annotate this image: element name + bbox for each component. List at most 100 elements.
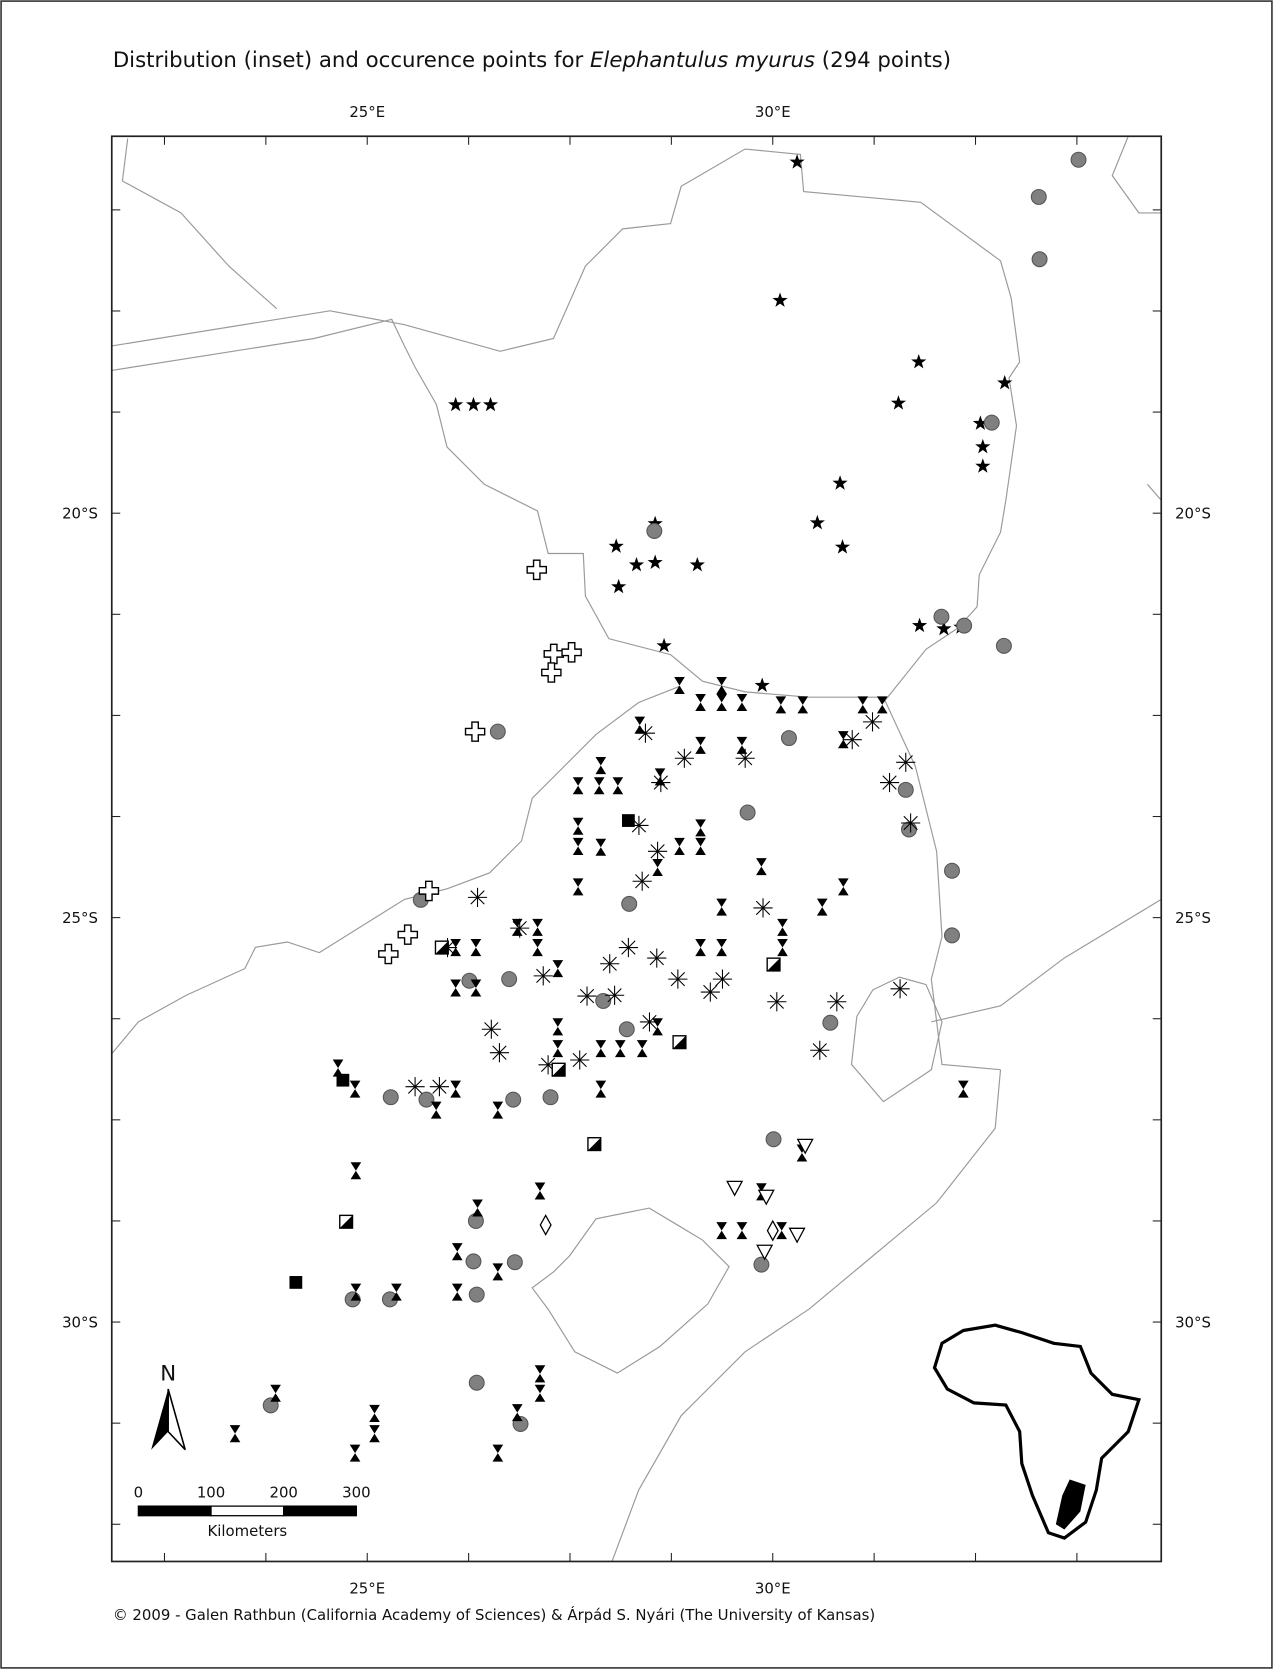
asterisk-ray (653, 775, 668, 790)
circle (542, 1089, 559, 1106)
circle (765, 1131, 782, 1148)
occurrence-point (672, 1035, 687, 1050)
circle (468, 1374, 485, 1391)
occurrence-point (600, 954, 620, 974)
hourglass (736, 693, 748, 711)
hourglass (572, 817, 584, 835)
occurrence-point (430, 1101, 442, 1119)
occurrence-point (450, 979, 461, 997)
occurrence-point (350, 1283, 362, 1301)
star (975, 438, 991, 454)
occurrence-point (739, 804, 756, 821)
occurrence-point (766, 1219, 779, 1242)
hourglass (695, 736, 706, 754)
hourglass (716, 939, 727, 957)
asterisk-ray (579, 988, 595, 1004)
occurrence-point (842, 730, 862, 750)
occurrence-point (470, 939, 482, 957)
occurrence-point (695, 693, 706, 711)
square (336, 1073, 350, 1087)
cross (561, 642, 582, 663)
occurrence-point (378, 943, 399, 965)
hourglass (349, 1444, 361, 1462)
occurrence-point (646, 523, 663, 539)
asterisk-ray (572, 1052, 587, 1068)
star (608, 538, 624, 553)
circle (822, 1014, 839, 1031)
occurrence-point (349, 1444, 361, 1462)
circle (983, 414, 1000, 431)
star (834, 539, 851, 554)
hourglass (552, 1018, 564, 1036)
asterisk-ray (845, 732, 860, 747)
occurrence-point (975, 458, 991, 473)
hourglass (716, 693, 727, 711)
circle (595, 992, 612, 1009)
occurrence-point (587, 1137, 602, 1152)
occurrence-point (434, 940, 449, 955)
border-line (111, 148, 1021, 703)
hourglass (430, 1101, 442, 1119)
title-text: (294 points) (815, 48, 951, 73)
hourglass (572, 878, 584, 896)
asterisk-ray (812, 1043, 827, 1058)
occurrence-point (397, 924, 419, 945)
occurrence-point (674, 748, 694, 768)
square (289, 1276, 303, 1289)
occurrence-point (489, 723, 506, 740)
occurrence-point (651, 772, 671, 793)
occurrence-point (956, 617, 973, 634)
africa-outline (932, 1323, 1141, 1540)
hourglass (837, 878, 849, 896)
occurrence-point (532, 918, 543, 936)
lat-label: 25°S (62, 909, 98, 927)
hourglass (876, 696, 888, 714)
diamond (539, 1214, 552, 1236)
hourglass (777, 939, 788, 957)
half-square-fill (587, 1137, 601, 1151)
occurrence-point (890, 979, 910, 999)
occurrence-point (543, 643, 565, 665)
occurrence-point (754, 677, 770, 692)
asterisk-ray (738, 751, 753, 766)
occurrence-point (639, 1012, 660, 1032)
occurrence-point (648, 841, 668, 861)
occurrence-point (382, 1089, 399, 1106)
title-text: Distribution (inset) and occurence point… (113, 48, 590, 73)
occurrence-point (788, 1227, 806, 1244)
asterisk-ray (703, 984, 718, 1000)
occurrence-point (944, 862, 960, 879)
occurrence-point (712, 969, 733, 989)
occurrence-point (634, 716, 646, 734)
star (611, 578, 627, 594)
occurrence-point (654, 768, 666, 786)
occurrence-point (757, 1189, 775, 1206)
square (622, 814, 635, 827)
asterisk-ray (650, 844, 665, 859)
occurrence-point (608, 538, 624, 553)
occurrence-point (857, 696, 869, 714)
cross (378, 943, 399, 965)
occurrence-point (635, 723, 656, 743)
occurrence-point (767, 992, 787, 1012)
scale-label: 100 (197, 1484, 225, 1502)
occurrence-point (775, 696, 787, 714)
star (972, 415, 988, 430)
star (832, 475, 848, 490)
diamond (766, 1219, 779, 1242)
asterisk-ray (536, 968, 551, 984)
occurrence-point (700, 982, 720, 1002)
hourglass (470, 979, 482, 997)
asterisk-ray (492, 1045, 507, 1060)
hourglass (451, 1283, 463, 1301)
hourglass (837, 731, 849, 749)
occurrence-point (628, 556, 645, 572)
occurrence-point (481, 1019, 501, 1039)
occurrence-point (816, 898, 828, 916)
star (465, 396, 482, 412)
occurrence-point (552, 1018, 564, 1036)
occurrence-point (716, 939, 727, 957)
circle (780, 730, 797, 747)
hourglass (451, 1243, 463, 1261)
occurrence-point (656, 637, 672, 653)
